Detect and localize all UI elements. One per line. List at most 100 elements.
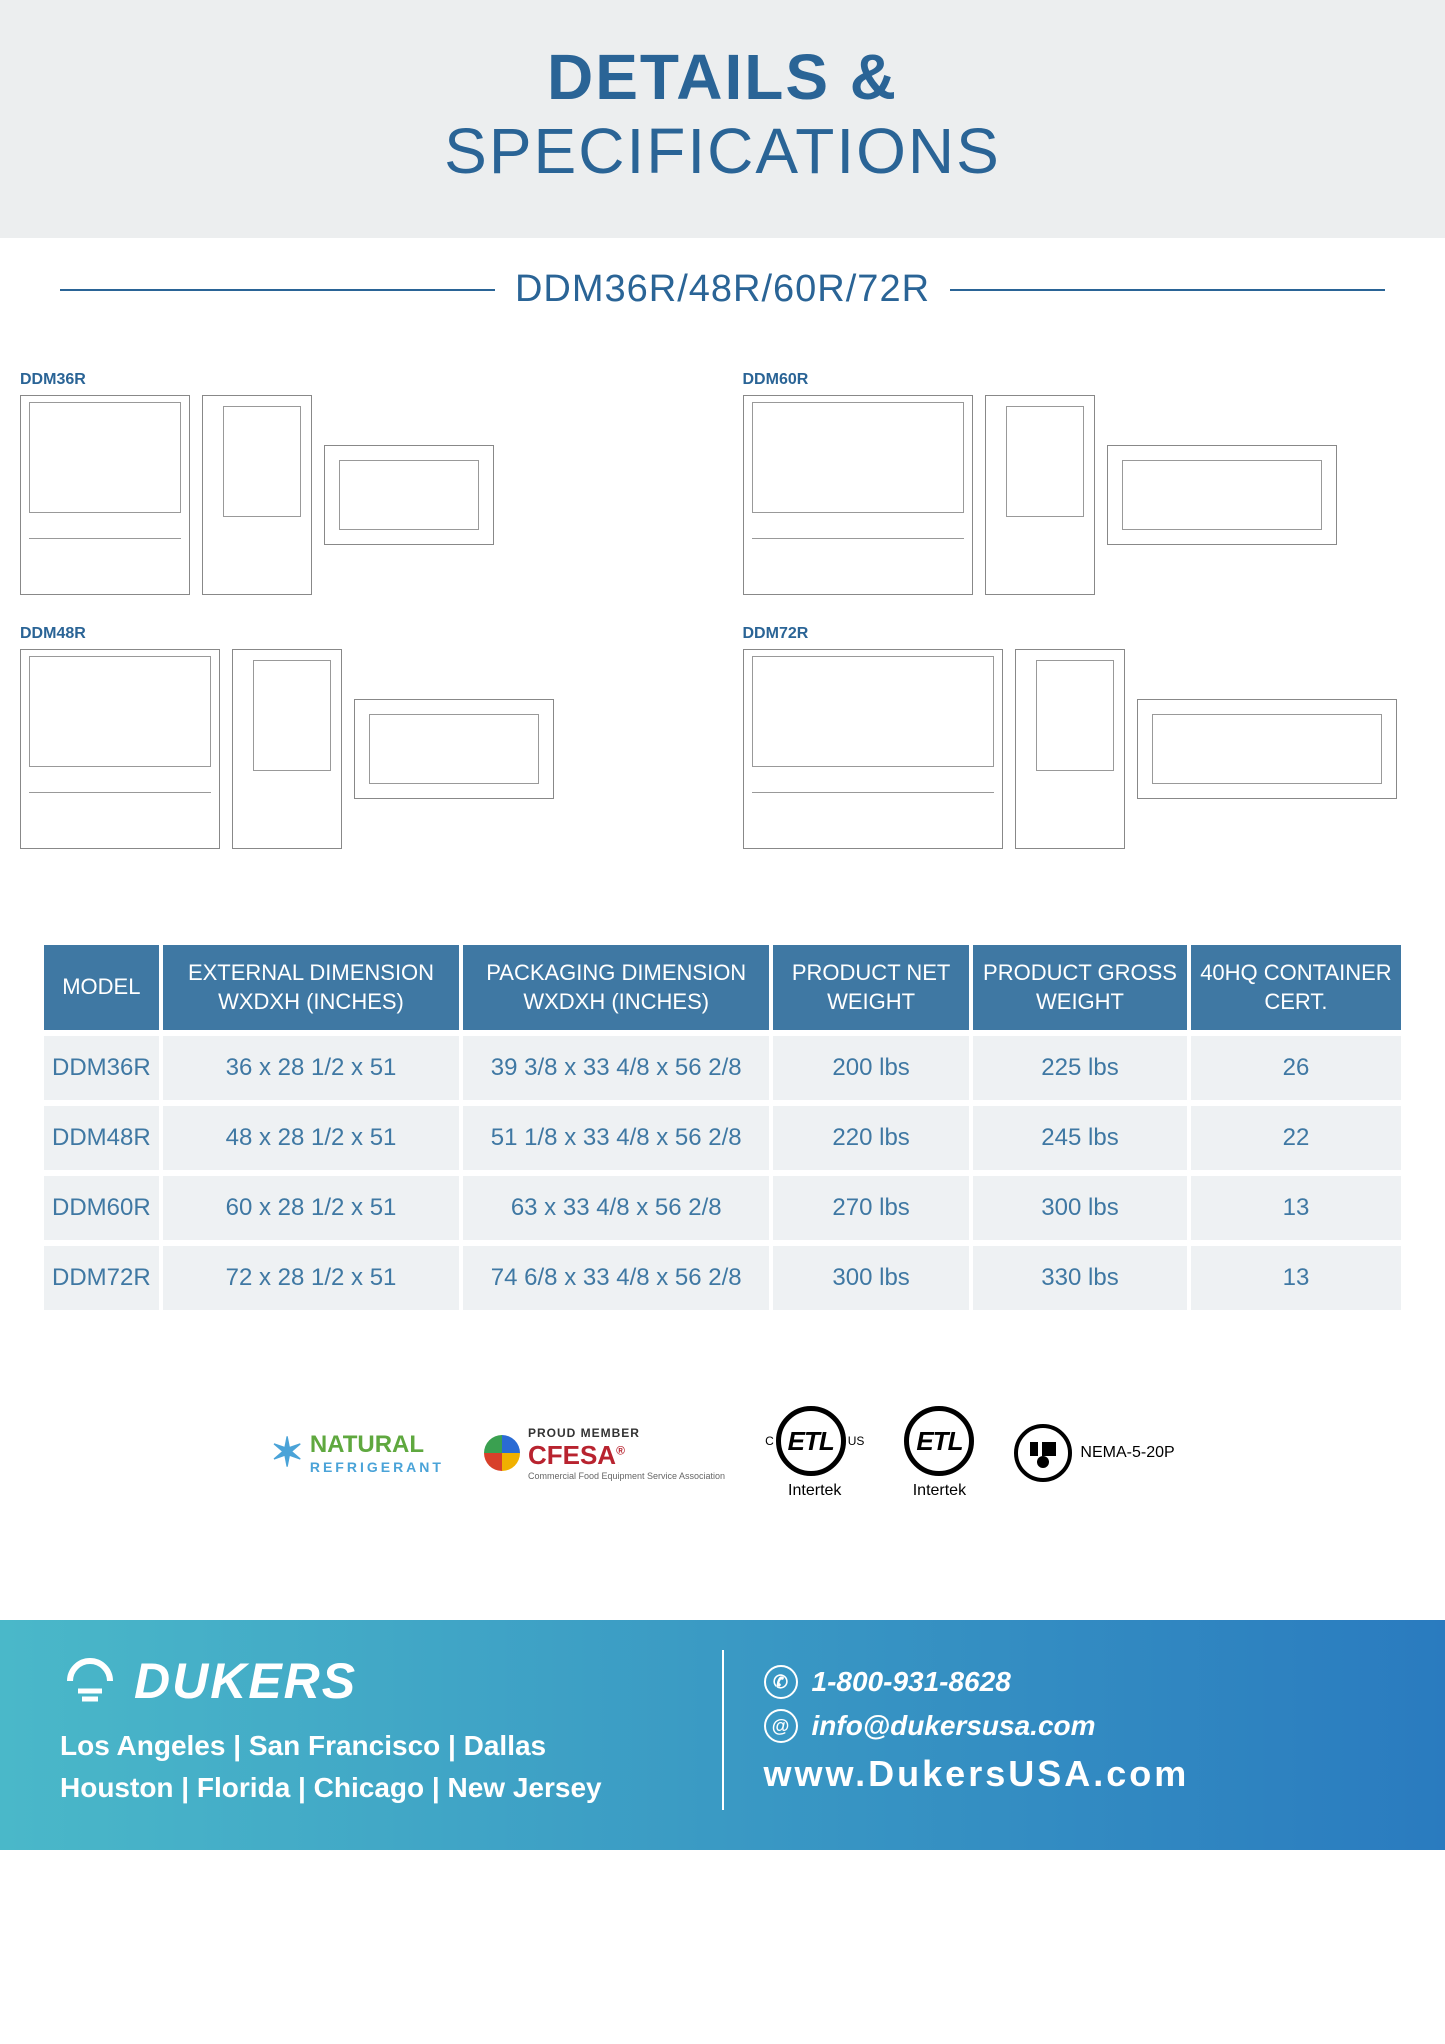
spec-column-header: MODEL <box>44 945 159 1030</box>
table-cell: DDM48R <box>44 1106 159 1170</box>
table-cell: 300 lbs <box>973 1176 1187 1240</box>
diagram-label: DDM36R <box>20 371 703 389</box>
brand-name: DUKERS <box>134 1652 357 1710</box>
phone-icon: ✆ <box>764 1665 798 1699</box>
table-cell: 270 lbs <box>773 1176 969 1240</box>
front-view-drawing <box>20 395 190 595</box>
diagram-cell: DDM72R <box>743 625 1426 849</box>
table-cell: DDM72R <box>44 1246 159 1310</box>
front-view-drawing <box>20 649 220 849</box>
front-view-drawing <box>743 649 1003 849</box>
table-cell: 39 3/8 x 33 4/8 x 56 2/8 <box>463 1036 769 1100</box>
diagram-views <box>20 649 703 849</box>
table-cell: 26 <box>1191 1036 1401 1100</box>
cfesa-badge: PROUD MEMBER CFESA® Commercial Food Equi… <box>484 1426 725 1481</box>
cfesa-sub: Commercial Food Equipment Service Associ… <box>528 1471 725 1481</box>
etl-circle-icon-2: ETL <box>904 1406 974 1476</box>
nema-plug-badge: NEMA-5-20P <box>1014 1424 1174 1482</box>
front-view-drawing <box>743 395 973 595</box>
top-view-drawing <box>1137 699 1397 799</box>
nema-label: NEMA-5-20P <box>1080 1444 1174 1462</box>
spec-column-header: 40HQ CONTAINER CERT. <box>1191 945 1401 1030</box>
table-cell: 13 <box>1191 1176 1401 1240</box>
refrigerant-text: REFRIGERANT <box>310 1459 444 1475</box>
footer-right: ✆ 1-800-931-8628 @ info@dukersusa.com ww… <box>764 1665 1386 1795</box>
spec-column-header: PACKAGING DIMENSION WXDXH (INCHES) <box>463 945 769 1030</box>
intertek-label-1: Intertek <box>765 1482 864 1500</box>
website-url: www.DukersUSA.com <box>764 1753 1386 1795</box>
plug-icon <box>1014 1424 1072 1482</box>
title-bold: DETAILS & <box>547 41 898 113</box>
footer: DUKERS Los Angeles | San Francisco | Dal… <box>0 1620 1445 1850</box>
footer-left: DUKERS Los Angeles | San Francisco | Dal… <box>60 1651 682 1809</box>
subtitle-row: DDM36R/48R/60R/72R <box>0 238 1445 341</box>
etl-sanitation-badge: ETL Intertek <box>904 1406 974 1500</box>
natural-text: NATURAL <box>310 1431 424 1458</box>
diagram-cell: DDM48R <box>20 625 703 849</box>
phone-number: 1-800-931-8628 <box>812 1666 1011 1698</box>
table-cell: 225 lbs <box>973 1036 1187 1100</box>
diagrams-grid: DDM36R DDM60R DDM48R DDM72R <box>0 341 1445 909</box>
etl-listed-badge: C ETL US Intertek <box>765 1406 864 1500</box>
table-cell: 74 6/8 x 33 4/8 x 56 2/8 <box>463 1246 769 1310</box>
title-light: SPECIFICATIONS <box>444 115 1001 187</box>
header-band: DETAILS & SPECIFICATIONS <box>0 0 1445 238</box>
table-cell: DDM36R <box>44 1036 159 1100</box>
table-row: DDM36R36 x 28 1/2 x 5139 3/8 x 33 4/8 x … <box>44 1036 1401 1100</box>
diagram-views <box>20 395 703 595</box>
page-title: DETAILS & SPECIFICATIONS <box>0 40 1445 188</box>
table-row: DDM72R72 x 28 1/2 x 5174 6/8 x 33 4/8 x … <box>44 1246 1401 1310</box>
certifications-row: ✶ NATURAL REFRIGERANT PROUD MEMBER CFESA… <box>0 1376 1445 1620</box>
top-view-drawing <box>324 445 494 545</box>
model-range-subtitle: DDM36R/48R/60R/72R <box>515 268 930 311</box>
table-cell: 300 lbs <box>773 1246 969 1310</box>
side-view-drawing <box>232 649 342 849</box>
diagram-cell: DDM36R <box>20 371 703 595</box>
table-cell: 13 <box>1191 1246 1401 1310</box>
phone-line: ✆ 1-800-931-8628 <box>764 1665 1386 1699</box>
diagram-views <box>743 649 1426 849</box>
locations-line-2: Houston | Florida | Chicago | New Jersey <box>60 1767 682 1809</box>
brand-row: DUKERS <box>60 1651 682 1711</box>
rule-right <box>950 289 1385 291</box>
spec-table: MODELEXTERNAL DIMENSION WXDXH (INCHES)PA… <box>40 939 1405 1316</box>
table-cell: 22 <box>1191 1106 1401 1170</box>
locations-line-1: Los Angeles | San Francisco | Dallas <box>60 1725 682 1767</box>
diagram-views <box>743 395 1426 595</box>
footer-divider <box>722 1650 724 1810</box>
table-row: DDM48R48 x 28 1/2 x 5151 1/8 x 33 4/8 x … <box>44 1106 1401 1170</box>
spec-column-header: PRODUCT NET WEIGHT <box>773 945 969 1030</box>
table-cell: 220 lbs <box>773 1106 969 1170</box>
intertek-label-2: Intertek <box>904 1482 974 1500</box>
diagram-label: DDM60R <box>743 371 1426 389</box>
table-cell: 36 x 28 1/2 x 51 <box>163 1036 460 1100</box>
spec-column-header: PRODUCT GROSS WEIGHT <box>973 945 1187 1030</box>
side-view-drawing <box>1015 649 1125 849</box>
spec-column-header: EXTERNAL DIMENSION WXDXH (INCHES) <box>163 945 460 1030</box>
cfesa-pre: PROUD MEMBER <box>528 1426 725 1440</box>
table-cell: 60 x 28 1/2 x 51 <box>163 1176 460 1240</box>
table-cell: 51 1/8 x 33 4/8 x 56 2/8 <box>463 1106 769 1170</box>
top-view-drawing <box>1107 445 1337 545</box>
table-cell: 72 x 28 1/2 x 51 <box>163 1246 460 1310</box>
dukers-logo-icon <box>60 1651 120 1711</box>
diagram-label: DDM72R <box>743 625 1426 643</box>
cfesa-swirl-icon <box>484 1435 520 1471</box>
etl-circle-icon: ETL <box>776 1406 846 1476</box>
table-cell: 63 x 33 4/8 x 56 2/8 <box>463 1176 769 1240</box>
email-icon: @ <box>764 1709 798 1743</box>
side-view-drawing <box>985 395 1095 595</box>
top-view-drawing <box>354 699 554 799</box>
diagram-label: DDM48R <box>20 625 703 643</box>
side-view-drawing <box>202 395 312 595</box>
diagram-cell: DDM60R <box>743 371 1426 595</box>
table-cell: DDM60R <box>44 1176 159 1240</box>
table-row: DDM60R60 x 28 1/2 x 5163 x 33 4/8 x 56 2… <box>44 1176 1401 1240</box>
rule-left <box>60 289 495 291</box>
table-cell: 245 lbs <box>973 1106 1187 1170</box>
locations: Los Angeles | San Francisco | Dallas Hou… <box>60 1725 682 1809</box>
table-cell: 330 lbs <box>973 1246 1187 1310</box>
email-line: @ info@dukersusa.com <box>764 1709 1386 1743</box>
email-address: info@dukersusa.com <box>812 1710 1096 1742</box>
snowflake-icon: ✶ <box>270 1430 304 1476</box>
